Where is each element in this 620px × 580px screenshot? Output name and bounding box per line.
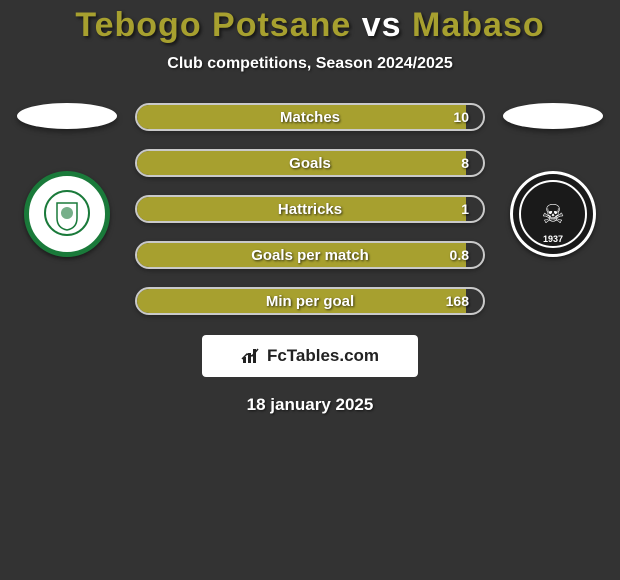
stat-label: Matches bbox=[280, 109, 340, 126]
club-right-year: 1937 bbox=[543, 234, 563, 244]
vs-text: vs bbox=[351, 6, 412, 44]
subtitle: Club competitions, Season 2024/2025 bbox=[0, 55, 620, 73]
main-row: Matches 10 Goals 8 Hattricks 1 Goals per… bbox=[0, 103, 620, 315]
stat-bar-goals-per-match: Goals per match 0.8 bbox=[135, 241, 485, 269]
credit-box: FcTables.com bbox=[202, 335, 418, 377]
stat-value: 1 bbox=[461, 201, 469, 217]
stat-label: Min per goal bbox=[266, 293, 354, 310]
player1-avatar-placeholder bbox=[17, 103, 117, 129]
stat-value: 10 bbox=[453, 109, 469, 125]
player2-avatar-placeholder bbox=[503, 103, 603, 129]
date-text: 18 january 2025 bbox=[0, 395, 620, 415]
right-column: ☠ 1937 bbox=[503, 103, 603, 257]
club-logo-left bbox=[24, 171, 110, 257]
stat-bar-hattricks: Hattricks 1 bbox=[135, 195, 485, 223]
left-column bbox=[17, 103, 117, 257]
stat-value: 8 bbox=[461, 155, 469, 171]
stat-label: Hattricks bbox=[278, 201, 342, 218]
stat-bar-matches: Matches 10 bbox=[135, 103, 485, 131]
credit-text: FcTables.com bbox=[267, 346, 379, 366]
stat-bar-min-per-goal: Min per goal 168 bbox=[135, 287, 485, 315]
club-left-text bbox=[42, 188, 92, 240]
club-logo-right: ☠ 1937 bbox=[510, 171, 596, 257]
stats-column: Matches 10 Goals 8 Hattricks 1 Goals per… bbox=[135, 103, 485, 315]
stat-label: Goals per match bbox=[251, 247, 369, 264]
stat-value: 168 bbox=[446, 293, 469, 309]
stat-bar-goals: Goals 8 bbox=[135, 149, 485, 177]
skull-icon: ☠ bbox=[541, 201, 564, 227]
player1-name: Tebogo Potsane bbox=[75, 6, 351, 44]
page-title: Tebogo Potsane vs Mabaso bbox=[0, 6, 620, 45]
celtic-shield-icon bbox=[42, 188, 92, 238]
stat-value: 0.8 bbox=[450, 247, 469, 263]
chart-icon bbox=[241, 347, 261, 365]
stat-label: Goals bbox=[289, 155, 331, 172]
player2-name: Mabaso bbox=[412, 6, 545, 44]
infographic-container: Tebogo Potsane vs Mabaso Club competitio… bbox=[0, 0, 620, 415]
